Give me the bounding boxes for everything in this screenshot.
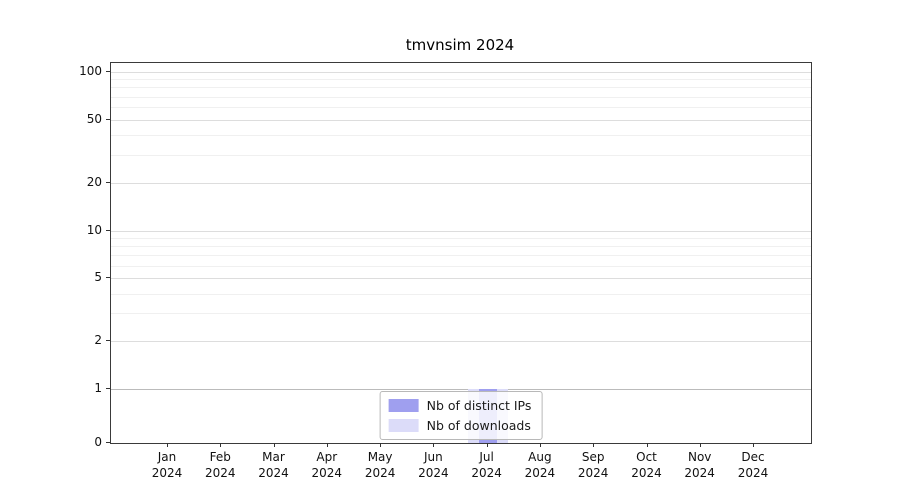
gridline-minor <box>111 237 811 239</box>
y-axis-tickmark <box>106 277 110 279</box>
x-axis-tick-label: Apr 2024 <box>311 450 343 480</box>
x-axis-tickmark <box>593 443 595 447</box>
legend-item-downloads: Nb of downloads <box>388 418 532 433</box>
gridline-major <box>111 278 811 280</box>
gridline-minor <box>111 265 811 267</box>
gridline-minor <box>111 154 811 156</box>
x-axis-tickmark <box>167 443 168 447</box>
x-axis-tickmark <box>486 443 488 447</box>
gridline-minor <box>111 313 811 315</box>
legend: Nb of distinct IPs Nb of downloads <box>379 391 543 440</box>
y-axis-tick-label: 0 <box>94 434 102 449</box>
x-axis-tick-label: May 2024 <box>364 450 396 480</box>
gridline-major <box>111 230 811 232</box>
y-axis-tick-label: 1 <box>94 381 102 395</box>
x-axis-tick-label: Jan 2024 <box>151 450 183 480</box>
gridline-minor <box>111 293 811 295</box>
legend-swatch-downloads <box>388 419 419 432</box>
x-axis-tickmark <box>539 443 541 447</box>
x-axis-tick-label: Dec 2024 <box>737 450 769 480</box>
gridline-minor <box>111 79 811 81</box>
x-axis-tick-label: Nov 2024 <box>684 450 715 480</box>
y-axis-tickmark <box>106 229 110 231</box>
legend-label-downloads: Nb of downloads <box>426 418 531 433</box>
y-axis-tickmark <box>106 181 110 183</box>
y-axis-tickmark <box>106 388 110 389</box>
gridline-minor <box>111 87 811 89</box>
y-axis-tick-label: 10 <box>86 222 102 237</box>
x-axis-tickmark <box>433 443 435 447</box>
y-axis-tick-label: 100 <box>79 64 102 78</box>
x-axis-tick-label: Feb 2024 <box>205 450 236 480</box>
y-axis-tick-label: 2 <box>94 333 102 348</box>
legend-label-distinct-ips: Nb of distinct IPs <box>426 398 532 413</box>
gridline-minor <box>111 255 811 257</box>
gridline-major <box>111 389 811 390</box>
y-axis-tickmark <box>106 340 110 342</box>
x-axis-tickmark <box>220 443 222 447</box>
gridline-minor <box>111 135 811 137</box>
x-axis-tick-label: Jun 2024 <box>418 450 449 480</box>
gridline-major <box>111 341 811 343</box>
y-axis-tick-label: 20 <box>86 174 102 189</box>
plot-area: Nb of distinct IPs Nb of downloads <box>110 62 812 444</box>
legend-swatch-distinct-ips <box>388 399 419 412</box>
gridline-minor <box>111 96 811 98</box>
gridline-minor <box>111 245 811 247</box>
x-axis-tick-label: Sep 2024 <box>577 450 609 480</box>
legend-item-distinct-ips: Nb of distinct IPs <box>388 398 532 413</box>
gridline-major <box>111 119 811 121</box>
gridline-minor <box>111 107 811 109</box>
gridline-major <box>111 72 811 73</box>
y-axis-tickmark <box>106 71 110 72</box>
y-axis-tick-label: 5 <box>94 270 102 285</box>
x-axis-tickmark <box>753 443 754 447</box>
x-axis-tickmark <box>380 443 382 447</box>
x-axis-tick-label: Jul 2024 <box>471 450 502 480</box>
y-axis-tickmark <box>106 441 110 443</box>
x-axis-tick-label: Oct 2024 <box>631 450 662 480</box>
gridline-major <box>111 182 811 184</box>
x-axis-tickmark <box>699 443 701 447</box>
x-axis-tickmark <box>326 443 328 447</box>
chart-title: tmvnsim 2024 <box>405 36 515 54</box>
x-axis-tick-label: Aug 2024 <box>524 450 556 480</box>
y-axis-tick-label: 50 <box>86 111 102 126</box>
x-axis-tickmark <box>646 443 648 447</box>
x-axis-tickmark <box>273 443 275 447</box>
x-axis-tick-label: Mar 2024 <box>258 450 289 480</box>
y-axis-tickmark <box>106 118 110 120</box>
